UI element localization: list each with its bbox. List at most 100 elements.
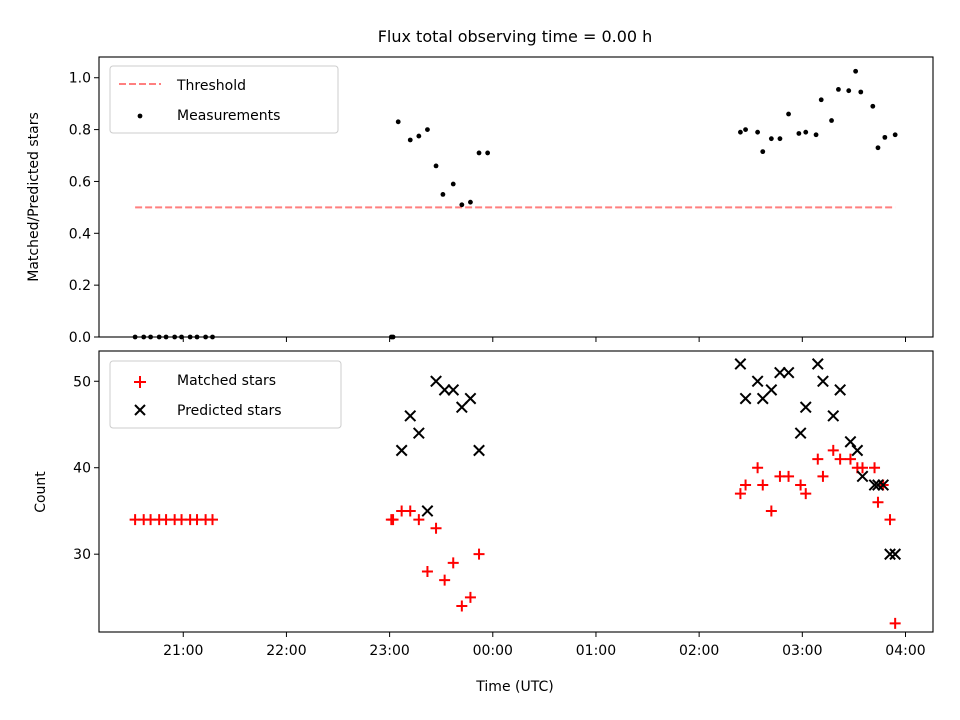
bottom-panel: 30 40 50 21:00 22:00 23:00 00:00 01:00 02:00 03:… (33, 350, 934, 695)
top-legend-threshold-label: Threshold (176, 78, 246, 94)
top-x-axis (182, 337, 906, 342)
predicted-star-point (817, 375, 829, 388)
matched-star-point (734, 488, 746, 500)
measurement-point (395, 119, 401, 125)
predicted-star-point (794, 427, 807, 440)
matched-star-point (387, 514, 399, 526)
predicted-star-point (782, 366, 795, 379)
matched-star-point (447, 557, 459, 569)
measurement-point (768, 136, 774, 142)
predicted-star-point (421, 505, 434, 517)
top-legend-measurements-label: Measurements (177, 108, 280, 124)
matched-star-point (827, 444, 839, 456)
predicted-star-point (395, 444, 408, 457)
predicted-star-point (765, 384, 778, 396)
predicted-star-point (447, 384, 460, 396)
top-axes-frame (98, 56, 934, 338)
matched-star-point (872, 496, 884, 508)
predicted-star-point (827, 409, 840, 422)
matched-star-point (817, 470, 829, 482)
bottom-axes-frame (98, 350, 934, 633)
predicted-star-point (851, 444, 864, 457)
matched-star-point (439, 574, 451, 586)
bottom-y-axis-label: Count (33, 471, 49, 513)
measurement-point (440, 192, 446, 197)
predicted-star-point (739, 392, 752, 405)
matched-star-point (869, 462, 881, 474)
measurement-point (416, 133, 422, 139)
measurement-point (407, 137, 413, 143)
bottom-legend: Matched stars Predicted stars (109, 360, 342, 429)
measurement-point (836, 87, 841, 92)
top-y-tick-label: 1.0 (69, 71, 91, 87)
predicted-star-point (412, 427, 425, 440)
top-y-tick-label: 0.4 (69, 226, 91, 242)
bottom-x-tick-label: 00:00 (473, 643, 513, 659)
bottom-y-tick-label: 50 (73, 374, 91, 390)
measurement-point (476, 150, 482, 156)
measurement-point (777, 136, 783, 142)
bottom-x-tick-label: 03:00 (782, 643, 822, 659)
top-legend-box (109, 65, 339, 134)
predicted-star-point (438, 384, 451, 396)
predicted-star-point (844, 435, 857, 448)
bottom-x-tick-label: 01:00 (576, 643, 616, 659)
top-y-tick-label: 0.8 (69, 123, 91, 139)
top-legend: Threshold Measurements (109, 65, 339, 134)
bottom-y-tick-label: 30 (73, 547, 91, 563)
measurement-point (468, 199, 473, 205)
measurement-point (485, 150, 491, 156)
measurement-point (818, 97, 824, 103)
measurement-point (813, 132, 819, 138)
measurement-point (786, 111, 791, 117)
bottom-x-tick-label: 23:00 (369, 643, 409, 659)
bottom-legend-box (109, 360, 342, 429)
matched-star-point (421, 565, 433, 577)
measurement-point (846, 88, 852, 94)
bottom-x-tick-label: 22:00 (266, 643, 306, 659)
measurement-point (738, 129, 743, 135)
predicted-star-point (811, 358, 824, 370)
matched-star-point (783, 470, 795, 482)
top-marks (132, 68, 898, 340)
top-y-tick-label: 0.0 (69, 330, 91, 346)
predicted-star-point (774, 366, 786, 379)
bottom-x-axis: 21:00 22:00 23:00 00:00 01:00 02:00 03:00 04:00 (163, 632, 926, 659)
predicted-star-point (464, 392, 477, 405)
predicted-star-point (404, 409, 417, 422)
matched-star-point (812, 453, 824, 465)
matched-star-point (473, 548, 485, 560)
bottom-x-tick-label: 04:00 (885, 643, 925, 659)
bottom-x-axis-label: Time (UTC) (475, 679, 553, 695)
measurement-point (882, 134, 888, 140)
matched-star-point (800, 488, 812, 500)
predicted-star-point (734, 358, 747, 370)
matched-star-point (430, 522, 442, 534)
measurement-point (760, 149, 766, 155)
measurement-point (892, 132, 898, 138)
matched-star-point (404, 505, 416, 517)
predicted-star-point (884, 548, 896, 561)
measurement-point (803, 129, 809, 135)
matched-star-point (795, 479, 807, 491)
matched-star-point (889, 617, 901, 629)
measurement-point (796, 131, 802, 136)
matched-star-point (856, 462, 868, 474)
matched-star-point (765, 505, 777, 517)
top-y-axis: 0.0 0.2 0.4 0.6 0.8 1.0 (69, 71, 99, 346)
predicted-star-point (877, 479, 890, 491)
predicted-star-point (834, 384, 847, 396)
bottom-marks (129, 358, 902, 629)
predicted-star-point (872, 479, 884, 491)
matched-star-point (413, 514, 425, 526)
measurement-point (425, 127, 430, 132)
top-panel: 0.0 0.2 0.4 0.6 0.8 1.0 Matched/Predicted sta… (26, 56, 934, 346)
predicted-star-point (856, 470, 869, 483)
measurement-point (755, 129, 761, 135)
matched-star-point (844, 453, 856, 465)
matched-star-point (752, 462, 764, 474)
matched-star-point (884, 514, 896, 526)
matched-star-point (757, 479, 769, 491)
predicted-star-point (473, 444, 485, 457)
